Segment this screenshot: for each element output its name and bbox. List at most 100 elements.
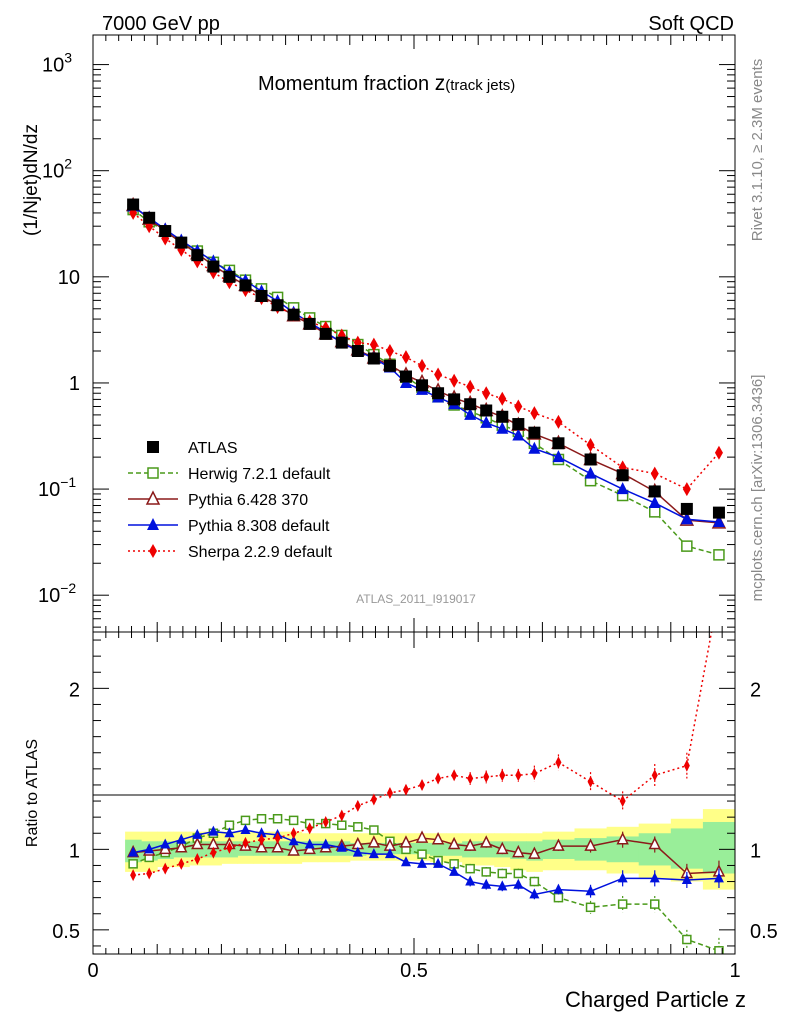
ratio-series-pythia-8-308-default [128, 824, 724, 900]
x-tick-label: 1 [729, 960, 740, 982]
data-point [682, 482, 691, 497]
ratio-point [160, 838, 171, 849]
data-point [680, 512, 693, 525]
ratio-series [126, 586, 726, 954]
ratio-point [320, 838, 331, 849]
data-point [512, 418, 525, 431]
data-point [432, 387, 445, 400]
ratio-point [716, 586, 722, 598]
ratio-point [272, 814, 283, 824]
ratio-point [306, 822, 313, 835]
data-point [530, 406, 539, 421]
data-point [448, 393, 461, 406]
ratio-panel: 0.5 0.5 1 1 2 2 0 0.5 1 Ratio to ATLAS Charged P… [24, 586, 778, 1012]
ratio-point [481, 878, 492, 889]
ratio-point [463, 838, 477, 851]
data-point [255, 289, 268, 302]
legend-entry-pythia-8-308-default: Pythia 8.308 default [128, 518, 330, 535]
legend-marker [147, 518, 159, 530]
data-point [496, 410, 509, 423]
data-point [207, 260, 220, 273]
data-point [496, 421, 509, 434]
ratio-series-sherpa-2-2-9-default [130, 586, 722, 882]
data-point [584, 466, 597, 479]
main-y-axis-label: (1/Njet)dN/dz [21, 124, 42, 236]
ratio-point [191, 836, 204, 850]
data-point [466, 379, 475, 394]
data-point [159, 225, 172, 238]
data-point [528, 441, 541, 454]
ratio-point [683, 759, 690, 772]
ratio-point [617, 872, 628, 883]
ratio-point [415, 830, 429, 843]
ratio-point [649, 872, 660, 883]
ratio-point [192, 828, 203, 839]
ratio-frame [92, 631, 736, 955]
data-point [714, 445, 723, 460]
data-point [399, 370, 412, 383]
ratio-point [451, 769, 458, 782]
ratio-point [481, 867, 491, 877]
ratio-point [513, 878, 524, 889]
data-point [416, 379, 429, 392]
ratio-point [417, 857, 428, 868]
ratio-point [513, 868, 524, 879]
legend: ATLAS Herwig 7.2.1 default Pythia 6.428 37… [128, 440, 333, 561]
ratio-point [353, 822, 363, 832]
ratio-point [337, 820, 347, 830]
ratio-point [682, 934, 692, 945]
ratio-point [529, 876, 540, 887]
series-atlas [127, 198, 725, 519]
ratio-y-tick-label: 2 [69, 679, 80, 701]
ratio-point [271, 840, 284, 853]
ratio-uncertainty-bands [125, 809, 736, 890]
legend-label: Herwig 7.2.1 default [188, 466, 331, 483]
data-point [681, 540, 693, 552]
ratio-point [499, 769, 506, 782]
ratio-point [242, 836, 249, 849]
ratio-y-axis-label: Ratio to ATLAS [24, 739, 41, 847]
legend-entry-sherpa-2-2-9-default: Sherpa 2.2.9 default [128, 544, 333, 561]
ratio-point [384, 848, 395, 859]
ratio-point [587, 775, 594, 788]
ratio-point [287, 843, 300, 856]
x-tick-label: 0.5 [400, 960, 428, 982]
ratio-point [483, 770, 490, 783]
data-point [650, 466, 659, 481]
data-point [401, 350, 410, 365]
main-y-tick-label: 10 [58, 267, 80, 289]
main-series [125, 196, 727, 561]
ratio-point [146, 867, 153, 880]
data-point [223, 270, 236, 283]
legend-entry-atlas: ATLAS [147, 440, 238, 457]
data-point [648, 485, 661, 498]
ratio-point [256, 814, 267, 824]
ratio-point [585, 885, 596, 896]
ratio-point [175, 840, 188, 853]
ratio-point [449, 865, 460, 876]
ratio-point [290, 827, 297, 840]
ratio-point [529, 888, 540, 899]
ratio-point [258, 833, 265, 846]
ratio-point [386, 787, 393, 799]
legend-marker [147, 441, 159, 453]
data-point [648, 495, 661, 508]
legend-marker [149, 544, 157, 558]
ratio-point [399, 835, 413, 848]
data-point [528, 426, 541, 439]
data-point [319, 327, 332, 340]
data-point [649, 506, 661, 518]
main-y-tick-label: 10−2 [38, 580, 76, 607]
data-point [712, 514, 725, 527]
ratio-point [162, 862, 169, 875]
data-point [616, 482, 629, 495]
data-point [434, 367, 443, 382]
ratio-point [648, 836, 661, 850]
ratio-point [128, 859, 138, 869]
ratio-y-tick-label: 1 [69, 840, 80, 862]
ratio-point [465, 875, 476, 886]
data-point [514, 399, 523, 414]
x-tick-label: 0 [87, 960, 98, 982]
data-point [351, 345, 364, 358]
